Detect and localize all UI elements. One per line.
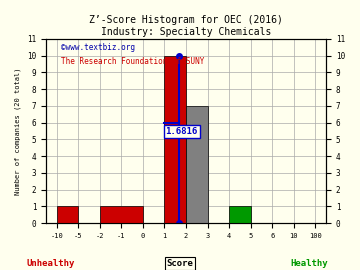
Text: 1.6816: 1.6816 bbox=[166, 127, 198, 136]
Bar bbox=[57, 206, 78, 223]
Text: Score: Score bbox=[167, 259, 193, 268]
Bar bbox=[165, 56, 186, 223]
Text: Healthy: Healthy bbox=[291, 259, 328, 268]
Text: The Research Foundation of SUNY: The Research Foundation of SUNY bbox=[61, 57, 204, 66]
Text: ©www.textbiz.org: ©www.textbiz.org bbox=[61, 43, 135, 52]
Bar bbox=[100, 206, 143, 223]
Title: Z’-Score Histogram for OEC (2016)
Industry: Specialty Chemicals: Z’-Score Histogram for OEC (2016) Indust… bbox=[89, 15, 283, 37]
Text: Unhealthy: Unhealthy bbox=[26, 259, 75, 268]
Y-axis label: Number of companies (20 total): Number of companies (20 total) bbox=[15, 67, 22, 195]
Bar bbox=[229, 206, 251, 223]
Bar bbox=[186, 106, 208, 223]
